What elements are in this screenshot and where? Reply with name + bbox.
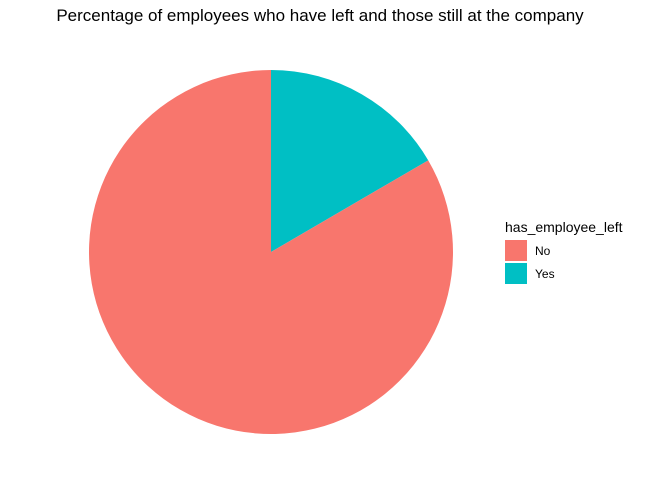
legend-label-no: No xyxy=(535,243,551,258)
legend-item-yes: Yes xyxy=(505,262,623,285)
legend-label-yes: Yes xyxy=(535,266,555,281)
legend: has_employee_left No Yes xyxy=(505,219,623,285)
legend-swatch-no xyxy=(505,240,527,261)
chart-title: Percentage of employees who have left an… xyxy=(56,6,584,25)
pie-slice-yes xyxy=(271,70,429,252)
legend-swatch-yes xyxy=(505,263,527,284)
pie-slice-no xyxy=(89,70,453,434)
legend-title: has_employee_left xyxy=(505,219,623,235)
legend-item-no: No xyxy=(505,239,623,262)
